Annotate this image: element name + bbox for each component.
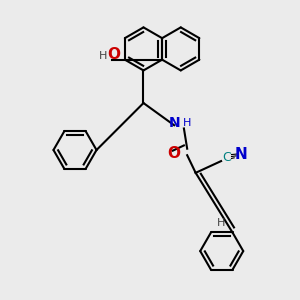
Text: H: H (217, 218, 225, 228)
Text: H: H (99, 51, 107, 61)
Text: O: O (168, 146, 181, 161)
Text: O: O (107, 47, 120, 62)
Text: C: C (222, 151, 231, 164)
Text: H: H (183, 118, 191, 128)
Text: N: N (234, 147, 247, 162)
Text: N: N (169, 116, 181, 130)
